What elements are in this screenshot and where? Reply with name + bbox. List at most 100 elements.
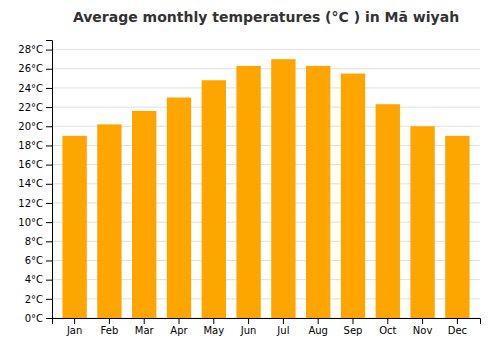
x-tick-label: Jun [240,325,257,336]
bar [202,80,226,318]
y-tick-label: 28°C [18,44,43,55]
bar [236,66,260,318]
x-tick-label: Oct [379,325,396,336]
x-tick-mark [144,318,145,324]
grid-line [52,107,480,108]
y-tick-mark [46,107,52,108]
x-tick: Jun [240,318,257,336]
y-tick: 4°C [25,274,52,285]
x-tick-label: Jul [276,325,289,336]
y-tick-mark [46,280,52,281]
y-tick-label: 10°C [18,217,43,228]
y-tick-mark [46,318,52,319]
x-tick-mark [109,318,110,324]
y-tick-mark [46,69,52,70]
bar [376,104,400,318]
y-tick-label: 16°C [18,159,43,170]
y-axis-line [46,41,53,319]
bar [271,59,295,318]
x-axis-line [53,319,481,325]
y-tick-label: 26°C [18,63,43,74]
x-tick-label: May [203,325,224,336]
x-tick-label: Aug [308,325,328,336]
grid-line [52,68,480,69]
y-tick-mark [46,203,52,204]
y-tick-label: 18°C [18,140,43,151]
y-tick: 18°C [18,140,52,151]
x-tick-mark [179,318,180,324]
x-tick-label: Mar [135,325,155,336]
x-tick-label: Dec [448,325,467,336]
y-tick-label: 24°C [18,83,43,94]
bar [132,111,156,318]
y-tick-label: 6°C [25,255,43,266]
x-tick-mark [283,318,284,324]
y-tick: 20°C [18,121,52,132]
bar [445,136,469,318]
x-tick: Jul [276,318,289,336]
y-tick: 24°C [18,83,52,94]
x-tick-mark [387,318,388,324]
y-tick-mark [46,299,52,300]
y-tick-label: 4°C [25,274,43,285]
y-tick: 8°C [25,236,52,247]
y-tick: 16°C [18,159,52,170]
x-tick-mark [422,318,423,324]
bar [306,66,330,318]
y-tick-mark [46,50,52,51]
y-tick-label: 20°C [18,121,43,132]
x-tick-mark [352,318,353,324]
x-tick-label: Jan [66,325,82,336]
grid-line [52,49,480,50]
bar [167,98,191,318]
y-tick-mark [46,165,52,166]
y-tick-mark [46,126,52,127]
y-tick: 10°C [18,217,52,228]
x-axis: Jan Feb Mar Apr May Jun Jul Aug Sep Oct Nov Dec [53,318,481,336]
x-tick: May [203,318,224,336]
y-axis: 0°C 2°C 4°C 6°C 8°C 10°C 12°C 14°C 16°C 18°C 20°C 2… [18,41,52,324]
y-tick: 2°C [25,294,52,305]
x-tick-label: Feb [101,325,119,336]
x-tick: Dec [448,318,467,336]
y-tick-mark [46,241,52,242]
x-tick: Feb [101,318,119,336]
x-tick: Nov [413,318,433,336]
y-tick-mark [46,222,52,223]
x-tick: Aug [308,318,328,336]
y-tick: 22°C [18,102,52,113]
y-tick-mark [46,260,52,261]
y-tick-mark [46,88,52,89]
x-tick: Jan [66,318,82,336]
bar [97,124,121,318]
bar [62,136,86,318]
bar [341,74,365,318]
y-tick-mark [46,184,52,185]
x-tick-mark [213,318,214,324]
x-tick-mark [457,318,458,324]
x-tick: Apr [170,318,188,336]
x-tick-label: Apr [170,325,188,336]
y-tick-label: 2°C [25,294,43,305]
y-tick-label: 14°C [18,178,43,189]
y-tick-label: 0°C [25,313,43,324]
plot: 0°C 2°C 4°C 6°C 8°C 10°C 12°C 14°C 16°C 18°C 20°C 2… [18,41,480,337]
y-tick-label: 22°C [18,102,43,113]
y-tick-mark [46,145,52,146]
x-tick: Oct [379,318,396,336]
grid-line [52,87,480,88]
bars [62,59,469,318]
x-tick-label: Sep [344,325,363,336]
x-tick: Mar [135,318,155,336]
x-tick: Sep [344,318,363,336]
title: Average monthly temperatures (°C ) in Mā… [73,9,459,25]
y-tick-label: 8°C [25,236,43,247]
y-tick: 12°C [18,198,52,209]
y-tick-label: 12°C [18,198,43,209]
x-tick-mark [74,318,75,324]
grid [52,50,480,318]
x-tick-mark [318,318,319,324]
chart: 0°C 2°C 4°C 6°C 8°C 10°C 12°C 14°C 16°C 18°C 20°C 2… [0,0,500,350]
x-tick-label: Nov [413,325,433,336]
y-tick: 26°C [18,63,52,74]
